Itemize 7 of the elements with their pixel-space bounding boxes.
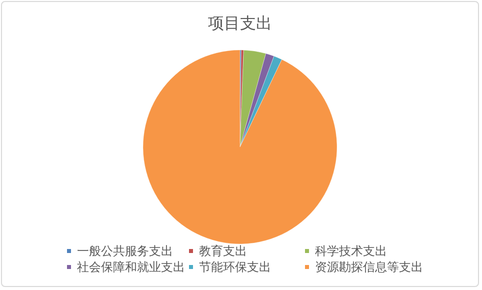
legend-label: 节能环保支出 [199, 260, 271, 274]
legend-label: 资源勘探信息等支出 [315, 260, 423, 274]
legend-label: 一般公共服务支出 [77, 244, 173, 258]
legend-label: 教育支出 [199, 244, 247, 258]
legend-label: 科学技术支出 [315, 244, 387, 258]
chart-title: 项目支出 [208, 14, 272, 32]
legend-label: 社会保障和就业支出 [77, 260, 185, 274]
